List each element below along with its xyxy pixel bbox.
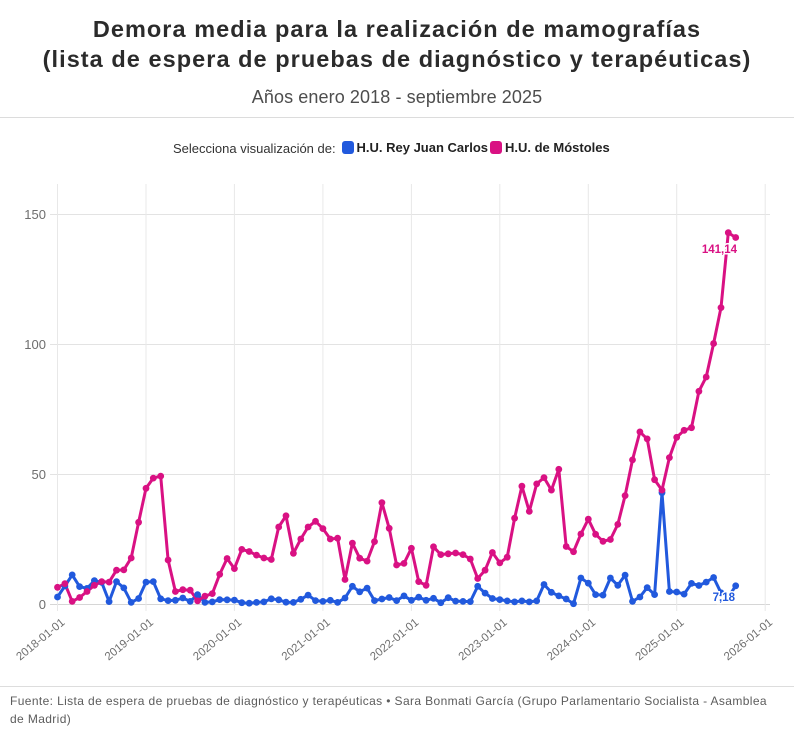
svg-text:2026-01-01: 2026-01-01 (722, 617, 775, 664)
svg-text:2018-01-01: 2018-01-01 (14, 617, 67, 664)
svg-text:100: 100 (24, 337, 46, 352)
svg-text:2025-01-01: 2025-01-01 (634, 617, 687, 664)
svg-text:2019-01-01: 2019-01-01 (103, 617, 156, 664)
svg-text:2024-01-01: 2024-01-01 (545, 617, 598, 664)
svg-text:2020-01-01: 2020-01-01 (191, 617, 244, 664)
svg-text:7,18: 7,18 (713, 592, 736, 604)
svg-text:2022-01-01: 2022-01-01 (368, 617, 421, 664)
svg-text:2021-01-01: 2021-01-01 (280, 617, 333, 664)
svg-text:150: 150 (24, 207, 46, 222)
svg-text:141,14: 141,14 (702, 244, 738, 256)
svg-text:0: 0 (39, 597, 46, 612)
svg-text:2023-01-01: 2023-01-01 (457, 617, 510, 664)
svg-text:50: 50 (32, 467, 46, 482)
